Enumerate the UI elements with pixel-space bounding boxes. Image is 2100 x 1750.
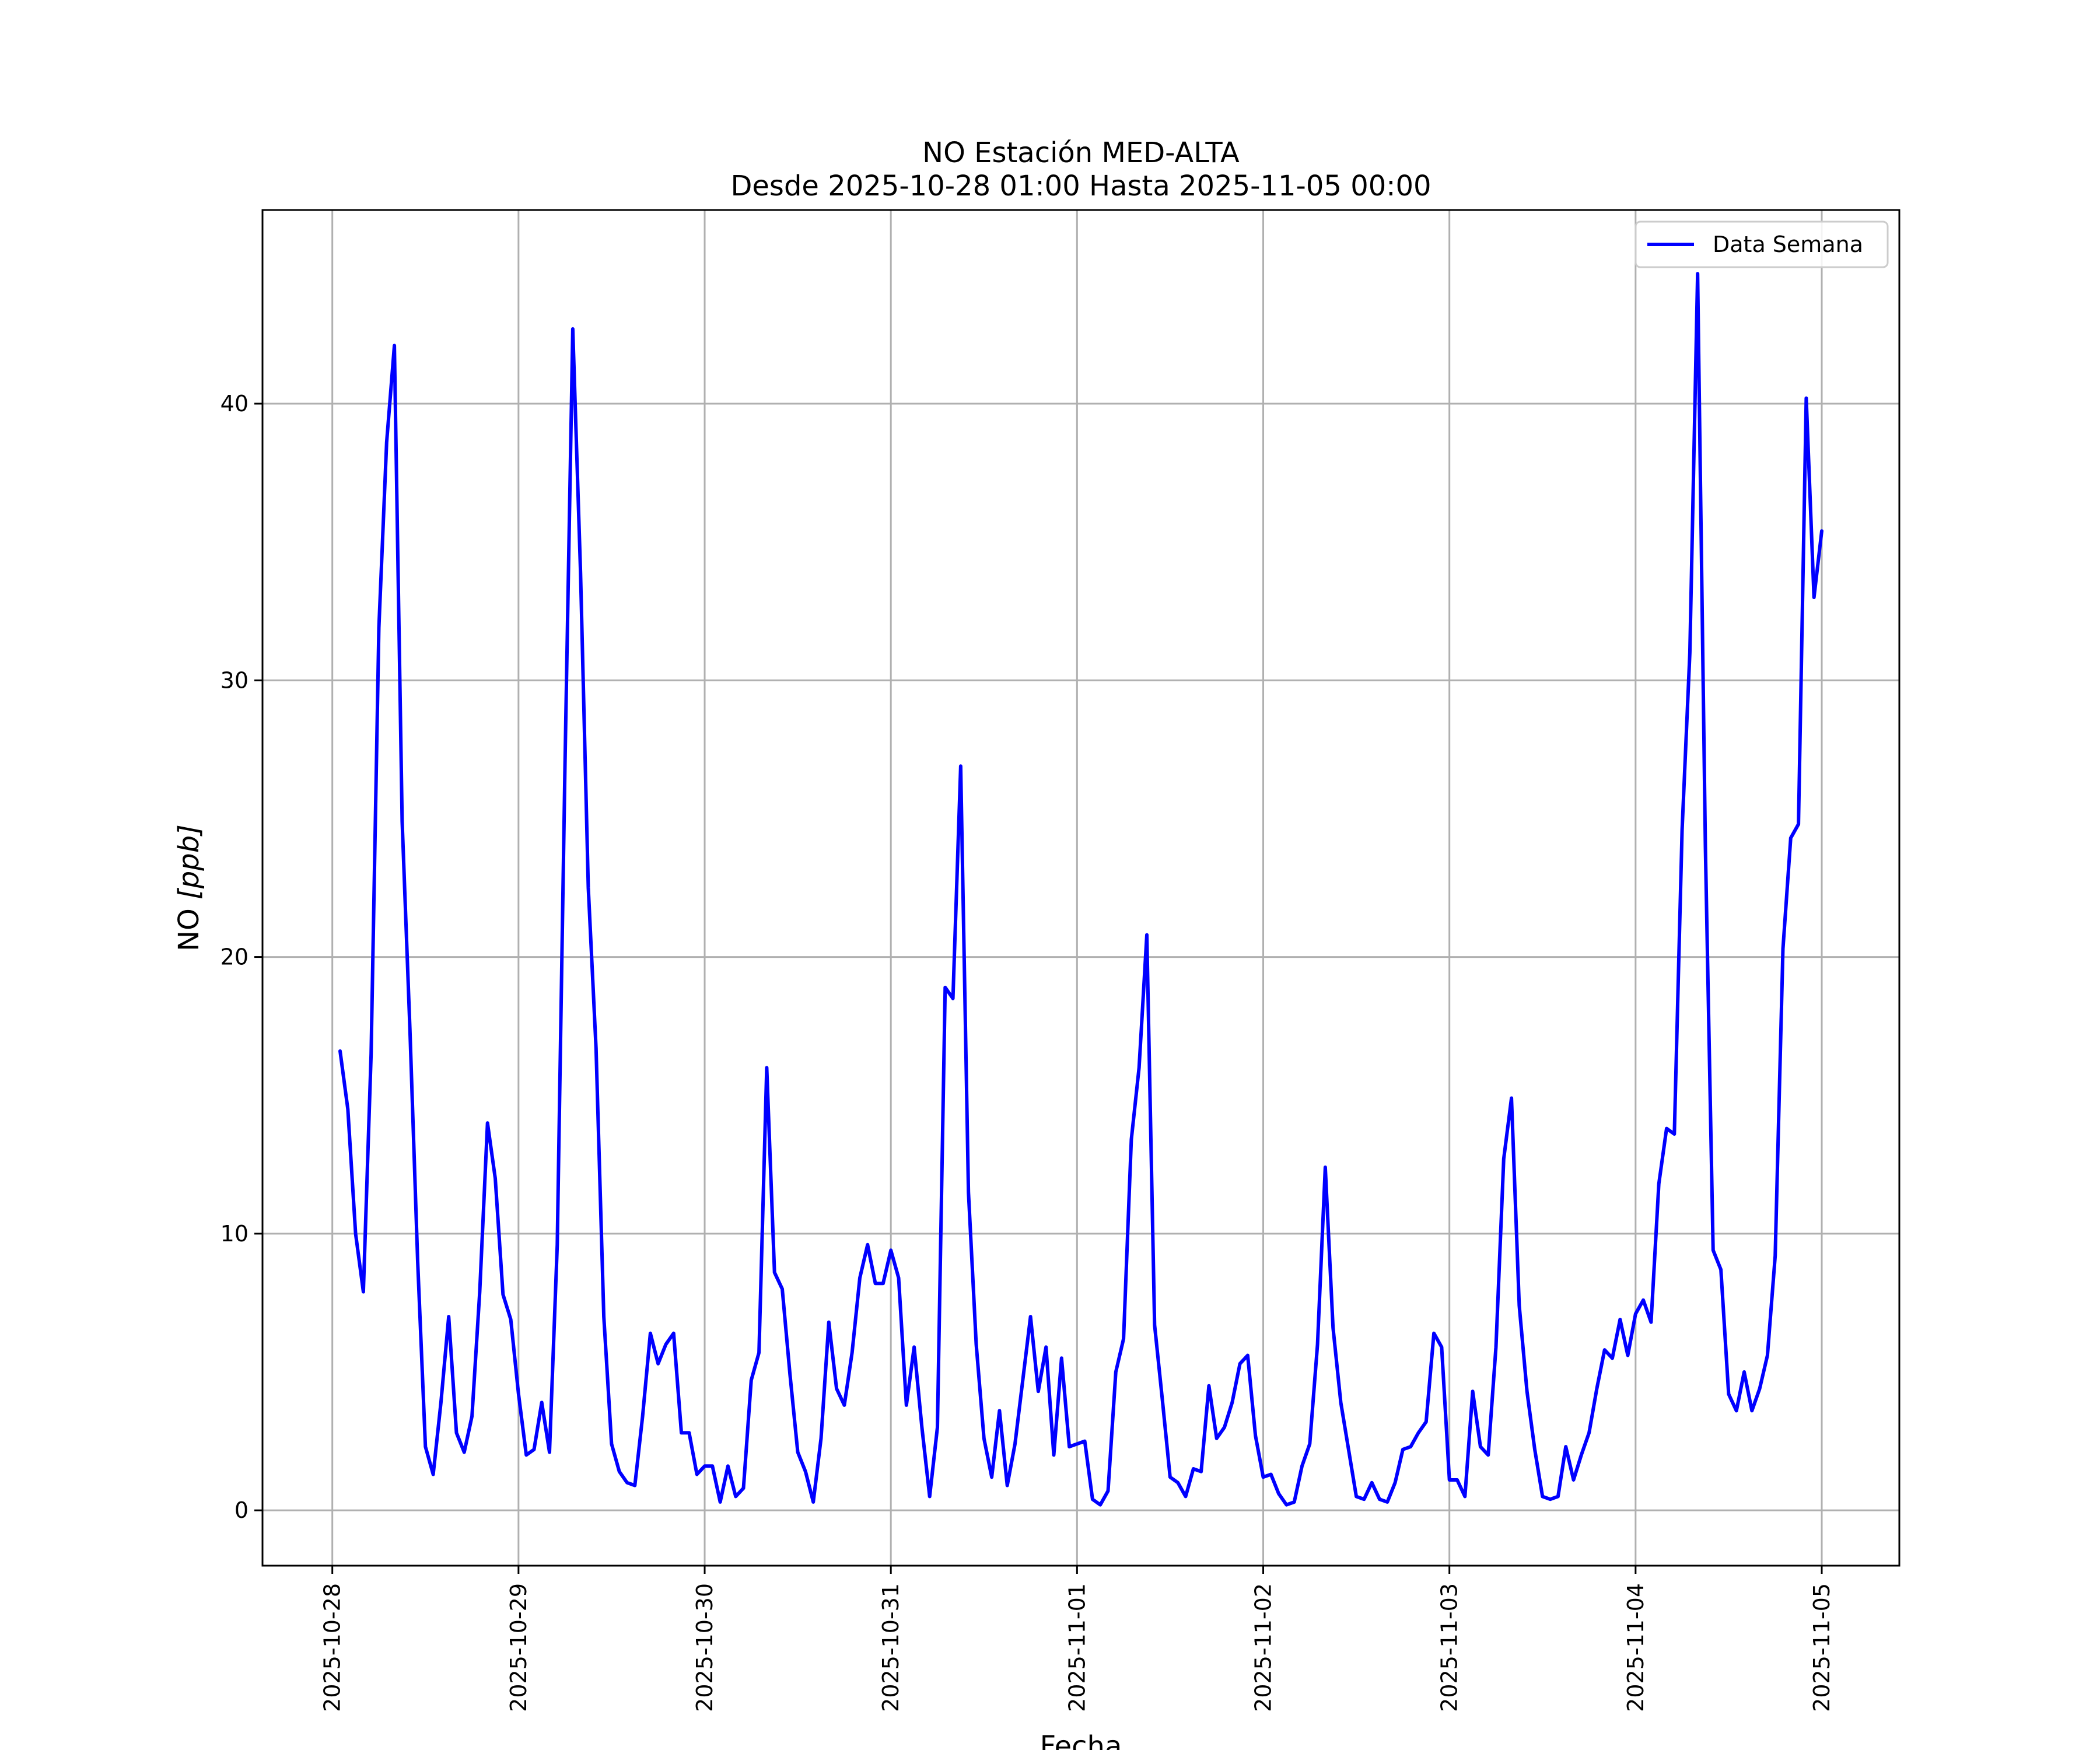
series-line-data-semana: [338, 272, 1824, 1507]
chart-subtitle: Desde 2025-10-28 01:00 Hasta 2025-11-05 …: [730, 170, 1431, 202]
legend: Data Semana: [1634, 220, 1889, 268]
x-tick-label: 2025-11-04: [1623, 1583, 1648, 1712]
x-axis: 2025-10-28 2025-10-29 2025-10-30 2025-10-31…: [320, 1566, 1835, 1712]
y-axis-label: NO [ppb]: [173, 824, 205, 951]
x-tick-label: 2025-10-31: [878, 1583, 904, 1712]
x-tick-label: 2025-10-28: [320, 1583, 345, 1712]
x-tick-label: 2025-11-02: [1251, 1583, 1276, 1712]
legend-box: [1634, 220, 1889, 268]
y-tick-label: 0: [235, 1497, 249, 1523]
y-tick-label: 20: [220, 944, 249, 970]
x-tick-label: 2025-10-29: [506, 1583, 531, 1712]
x-tick-label: 2025-11-03: [1437, 1583, 1462, 1712]
chart-title: NO Estación MED-ALTA: [922, 136, 1240, 169]
x-tick-label: 2025-11-05: [1809, 1583, 1835, 1712]
x-gridlines: [331, 210, 1823, 1566]
y-tick-label: 10: [220, 1221, 249, 1247]
x-tick-label: 2025-11-01: [1064, 1583, 1090, 1712]
series-layer: [338, 272, 1824, 1507]
y-axis-label-main: NO: [173, 900, 205, 951]
y-tick-label: 40: [220, 391, 249, 416]
legend-label: Data Semana: [1713, 232, 1863, 257]
y-tick-label: 30: [220, 667, 249, 693]
y-gridlines: [262, 402, 1899, 1511]
x-tick-label: 2025-10-30: [692, 1583, 718, 1712]
x-axis-label: Fecha: [1040, 1730, 1122, 1750]
y-axis: 0 10 20 30 40: [220, 391, 262, 1523]
plot-frame: [261, 209, 1901, 1567]
y-axis-label-unit: [ppb]: [173, 824, 205, 900]
